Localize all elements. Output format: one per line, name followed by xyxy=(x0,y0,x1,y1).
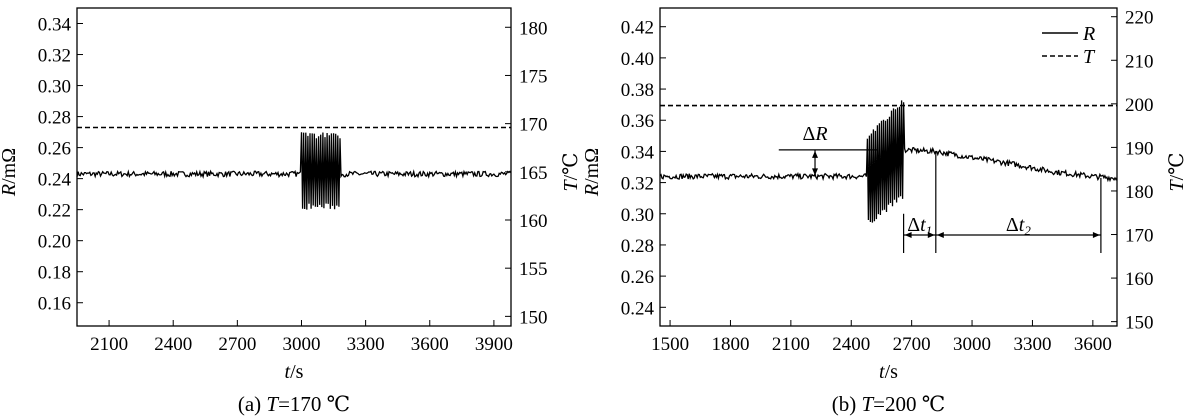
dt2-arrowhead-right xyxy=(1092,232,1100,238)
dt1-arrowhead-left xyxy=(904,232,912,238)
y-left-tick-label: 0.26 xyxy=(38,139,71,160)
x-tick-label: 2400 xyxy=(154,334,192,355)
dt2-arrowhead-left xyxy=(936,232,944,238)
y-left-tick-label: 0.24 xyxy=(38,170,72,191)
y-left-tick-label: 0.24 xyxy=(621,298,655,319)
y-right-tick-label: 210 xyxy=(1125,51,1154,72)
x-tick-label: 3000 xyxy=(953,334,991,355)
plot-frame xyxy=(76,7,512,327)
dt2-label: Δt2 xyxy=(1006,214,1031,238)
y-left-tick-label: 0.18 xyxy=(38,263,71,284)
y-right-axis-label: T/℃ xyxy=(1166,152,1188,191)
y-left-tick-label: 0.36 xyxy=(621,111,654,132)
series-R-line xyxy=(76,132,512,210)
delta-R-arrowhead-up xyxy=(812,150,819,158)
x-tick-label: 2400 xyxy=(832,334,870,355)
y-right-axis-label: T/℃ xyxy=(560,152,582,191)
x-tick-label: 3600 xyxy=(411,334,449,355)
dt1-arrowhead-right xyxy=(927,232,935,238)
y-left-tick-label: 0.34 xyxy=(621,142,655,163)
x-tick-label: 2100 xyxy=(90,334,128,355)
y-right-tick-label: 165 xyxy=(519,163,548,184)
y-left-tick-label: 0.32 xyxy=(38,46,71,67)
panel-caption: (b) T=200 ℃ xyxy=(832,392,946,416)
y-left-tick-label: 0.34 xyxy=(38,15,72,36)
series-R-line xyxy=(659,100,1118,223)
x-tick-label: 1500 xyxy=(651,334,689,355)
x-tick-label: 2700 xyxy=(218,334,256,355)
y-left-tick-label: 0.28 xyxy=(38,108,71,129)
dt1-label: Δt1 xyxy=(907,214,932,238)
panel-caption: (a) T=170 ℃ xyxy=(238,392,350,416)
y-right-tick-label: 180 xyxy=(519,18,548,39)
y-right-tick-label: 190 xyxy=(1125,138,1154,159)
legend-label-R: R xyxy=(1082,23,1095,45)
x-tick-label: 1800 xyxy=(711,334,749,355)
y-left-tick-label: 0.42 xyxy=(621,18,654,39)
y-right-tick-label: 200 xyxy=(1125,95,1154,116)
y-left-tick-label: 0.26 xyxy=(621,267,654,288)
y-left-tick-label: 0.22 xyxy=(38,201,71,222)
y-left-axis-label: R/mΩ xyxy=(0,148,20,197)
y-left-tick-label: 0.16 xyxy=(38,294,71,315)
y-right-tick-label: 170 xyxy=(519,115,548,136)
legend-label-T: T xyxy=(1083,46,1096,68)
plot-frame xyxy=(659,7,1118,327)
y-left-tick-label: 0.38 xyxy=(621,80,654,101)
y-right-tick-label: 160 xyxy=(1125,269,1154,290)
y-left-tick-label: 0.32 xyxy=(621,174,654,195)
y-left-tick-label: 0.20 xyxy=(38,232,71,253)
x-tick-label: 3600 xyxy=(1074,334,1112,355)
x-tick-label: 3300 xyxy=(347,334,385,355)
y-left-tick-label: 0.30 xyxy=(38,77,71,98)
x-axis-label: t/s xyxy=(285,361,304,383)
x-tick-label: 2100 xyxy=(772,334,810,355)
x-tick-label: 2700 xyxy=(893,334,931,355)
y-right-tick-label: 220 xyxy=(1125,8,1154,29)
x-tick-label: 3000 xyxy=(282,334,320,355)
y-right-tick-label: 155 xyxy=(519,259,548,280)
delta-R-arrowhead-down xyxy=(812,168,819,176)
y-right-tick-label: 180 xyxy=(1125,182,1154,203)
chart-panel-a: 2100 2400 2700 3000 3300 3600 3900 0.16 0.18 0.20… xyxy=(0,7,582,416)
x-axis-label: t/s xyxy=(879,361,898,383)
x-tick-label: 3900 xyxy=(475,334,513,355)
y-left-tick-label: 0.30 xyxy=(621,205,654,226)
y-right-tick-label: 150 xyxy=(519,307,548,328)
y-right-tick-label: 150 xyxy=(1125,313,1154,334)
chart-panel-b: 1500 1800 2100 2400 2700 3000 3300 3600 0.24 0.26… xyxy=(581,7,1188,416)
y-left-axis-label: R/mΩ xyxy=(581,148,603,197)
y-right-tick-label: 160 xyxy=(519,211,548,232)
y-right-tick-label: 175 xyxy=(519,66,548,87)
x-tick-label: 3300 xyxy=(1013,334,1051,355)
y-left-tick-label: 0.40 xyxy=(621,49,654,70)
y-right-tick-label: 170 xyxy=(1125,226,1154,247)
y-left-tick-label: 0.28 xyxy=(621,236,654,257)
delta-R-label: ΔR xyxy=(802,123,827,145)
